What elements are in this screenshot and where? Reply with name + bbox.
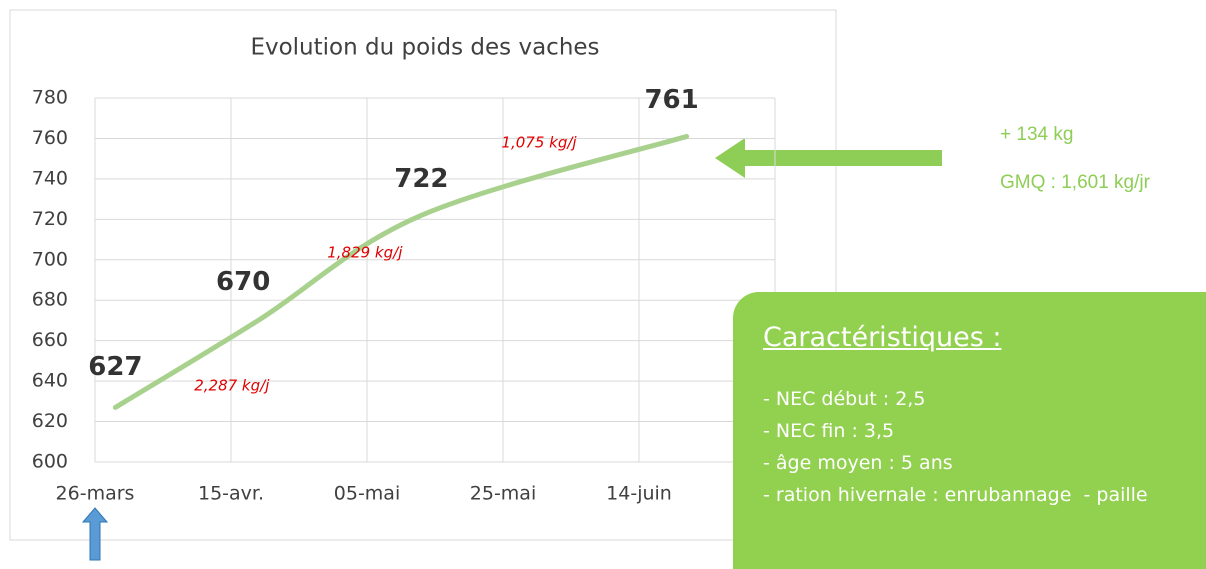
panel-item: - âge moyen : 5 ans bbox=[763, 452, 953, 474]
y-tick-label: 600 bbox=[32, 451, 68, 473]
panel-item: - NEC début : 2,5 bbox=[763, 388, 926, 410]
line bbox=[112, 133, 690, 410]
y-tick-label: 680 bbox=[32, 289, 68, 311]
side-note: + 134 kg bbox=[1000, 124, 1073, 145]
segment-label: 1,075 kg/j bbox=[501, 133, 577, 151]
y-tick-label: 700 bbox=[32, 248, 68, 270]
marker-arrow bbox=[81, 507, 109, 561]
y-tick-label: 660 bbox=[32, 329, 68, 351]
y-tick-label: 620 bbox=[32, 410, 68, 432]
y-tick-label: 780 bbox=[32, 87, 68, 109]
x-tick-label: 05-mai bbox=[334, 483, 400, 505]
panel-item: - NEC fin : 3,5 bbox=[763, 420, 895, 442]
data-label: 627 bbox=[88, 352, 142, 382]
chart-frame bbox=[9, 9, 837, 541]
segment-label: 1,829 kg/j bbox=[327, 243, 403, 261]
data-label: 722 bbox=[394, 164, 448, 194]
chart-title: Evolution du poids des vaches bbox=[250, 35, 599, 61]
side-note: GMQ : 1,601 kg/jr bbox=[1000, 172, 1151, 193]
segment-label: 2,287 kg/j bbox=[194, 376, 270, 394]
y-tick-label: 740 bbox=[32, 167, 68, 189]
x-tick-label: 14-juin bbox=[606, 483, 672, 505]
panel: Caractéristiques : - NEC début : 2,5 - NE… bbox=[733, 292, 1206, 569]
panel-title: Caractéristiques : bbox=[763, 322, 1002, 353]
x-tick-label: 26-mars bbox=[56, 483, 135, 505]
y-tick-label: 760 bbox=[32, 127, 68, 149]
data-label: 761 bbox=[644, 85, 698, 115]
panel-item: - ration hivernale : enrubannage - paill… bbox=[763, 484, 1148, 506]
data-label: 670 bbox=[216, 267, 270, 297]
x-tick-label: 25-mai bbox=[470, 483, 536, 505]
x-tick-label: 15-avr. bbox=[198, 483, 264, 505]
y-tick-label: 640 bbox=[32, 370, 68, 392]
arrow bbox=[715, 138, 942, 178]
y-tick-label: 720 bbox=[32, 208, 68, 230]
